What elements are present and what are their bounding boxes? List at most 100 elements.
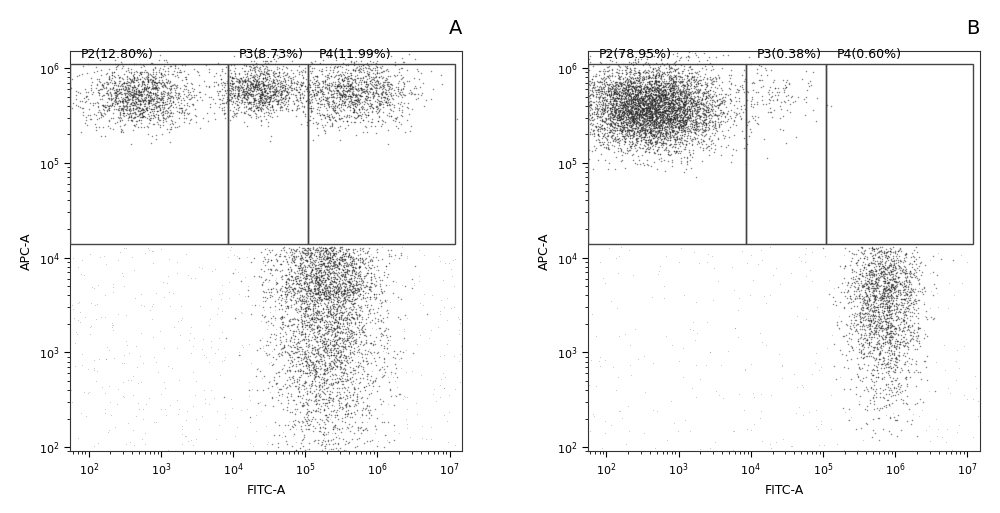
Point <box>324 326 340 334</box>
Point <box>906 288 922 297</box>
Point <box>260 278 276 286</box>
Point <box>273 87 289 95</box>
Point <box>144 105 160 113</box>
Point <box>869 365 885 373</box>
Point <box>301 416 317 424</box>
Point <box>357 87 373 95</box>
Point <box>631 110 647 119</box>
Point <box>677 89 693 97</box>
Point <box>548 107 564 115</box>
Point <box>156 70 172 78</box>
Point <box>692 85 708 93</box>
Point <box>161 128 177 136</box>
Point <box>257 88 273 96</box>
Point <box>333 359 349 367</box>
Point <box>597 101 613 109</box>
Point <box>679 115 695 123</box>
Point <box>343 353 359 361</box>
Point <box>646 122 662 130</box>
Point <box>284 285 300 293</box>
Point <box>899 299 915 307</box>
Point <box>657 98 673 107</box>
Point <box>270 443 286 451</box>
Point <box>646 120 662 128</box>
Point <box>255 344 271 352</box>
Point <box>231 69 247 77</box>
Point <box>601 159 617 167</box>
Point <box>600 165 616 173</box>
Point <box>254 98 270 107</box>
Point <box>317 287 333 295</box>
Point <box>350 111 366 120</box>
Point <box>313 495 329 503</box>
Point <box>300 104 316 112</box>
Point <box>263 82 279 90</box>
Point <box>138 92 154 101</box>
Point <box>605 114 621 123</box>
Point <box>124 75 140 83</box>
Point <box>136 68 152 76</box>
Point <box>259 92 275 101</box>
Point <box>617 135 633 143</box>
Point <box>272 250 288 258</box>
Point <box>163 101 179 109</box>
Point <box>330 319 346 327</box>
Point <box>258 95 274 103</box>
Point <box>304 266 320 274</box>
Point <box>351 62 367 70</box>
Point <box>335 299 351 307</box>
Point <box>611 82 627 90</box>
Point <box>309 310 325 319</box>
Point <box>600 139 616 147</box>
Point <box>587 83 603 91</box>
Point <box>110 310 126 318</box>
Point <box>853 304 869 312</box>
Point <box>346 96 362 105</box>
Point <box>299 249 315 258</box>
Point <box>297 304 313 312</box>
Point <box>436 383 452 391</box>
Point <box>625 150 641 159</box>
Point <box>357 294 373 303</box>
Point <box>876 274 892 282</box>
Point <box>246 93 262 102</box>
Point <box>696 118 712 126</box>
Point <box>283 356 299 364</box>
Point <box>152 104 168 112</box>
Point <box>306 285 322 293</box>
Point <box>637 88 653 96</box>
Point <box>344 93 360 101</box>
Point <box>410 90 426 98</box>
Point <box>301 87 317 95</box>
Point <box>313 333 329 342</box>
Point <box>396 80 412 88</box>
Point <box>322 307 338 315</box>
Point <box>688 124 704 132</box>
Point <box>926 280 942 288</box>
Point <box>743 97 759 105</box>
Point <box>656 135 672 144</box>
Point <box>664 108 680 116</box>
Point <box>617 132 633 140</box>
Point <box>265 91 281 100</box>
Point <box>397 311 413 319</box>
Point <box>863 258 879 266</box>
Point <box>368 333 384 341</box>
Point <box>679 107 695 115</box>
Point <box>332 70 348 78</box>
Point <box>115 128 131 136</box>
Point <box>652 107 668 115</box>
Point <box>282 317 298 325</box>
Point <box>317 270 333 278</box>
Point <box>676 109 692 117</box>
Point <box>684 106 700 114</box>
Point <box>269 90 285 98</box>
Point <box>599 140 615 148</box>
Point <box>622 109 638 117</box>
Point <box>675 106 691 114</box>
Point <box>357 289 373 297</box>
Point <box>789 382 805 390</box>
Point <box>660 90 676 98</box>
Point <box>664 108 680 116</box>
Point <box>888 278 904 286</box>
